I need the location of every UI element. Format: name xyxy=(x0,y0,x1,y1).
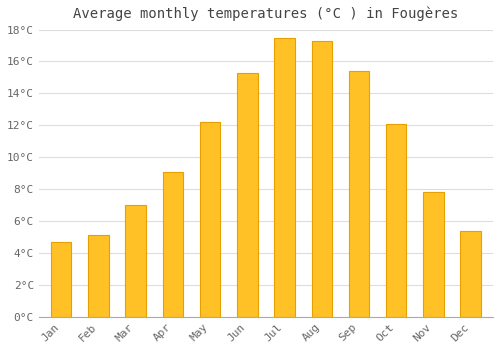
Title: Average monthly temperatures (°C ) in Fougères: Average monthly temperatures (°C ) in Fo… xyxy=(74,7,458,21)
Bar xyxy=(126,205,146,317)
Bar xyxy=(88,236,108,317)
Bar xyxy=(274,37,295,317)
Bar xyxy=(349,71,370,317)
Bar xyxy=(460,231,481,317)
Bar xyxy=(51,242,72,317)
Bar xyxy=(423,193,444,317)
Bar xyxy=(162,172,183,317)
Bar xyxy=(237,73,258,317)
Bar xyxy=(312,41,332,317)
Bar xyxy=(386,124,406,317)
Bar xyxy=(200,122,220,317)
